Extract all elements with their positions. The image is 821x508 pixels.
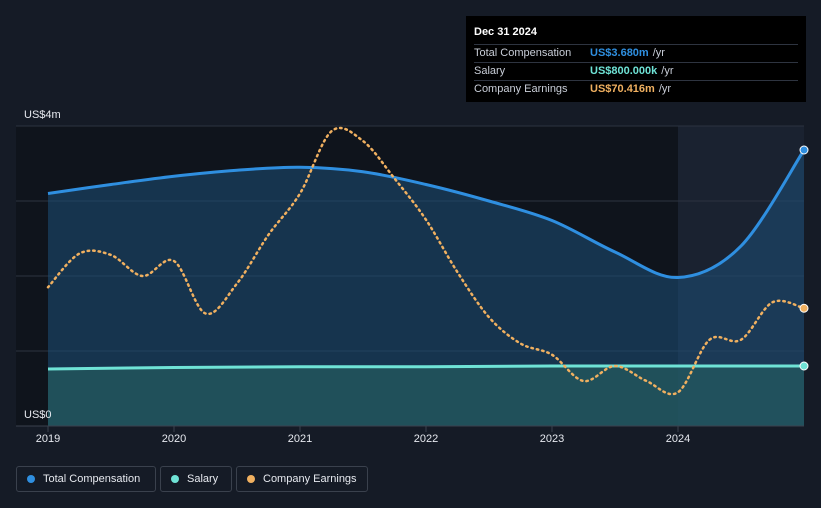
salary-endpoint	[799, 361, 809, 371]
tooltip-row-salary: Salary US$800.000k /yr	[474, 62, 798, 80]
x-tick-label: 2019	[36, 433, 60, 445]
x-tick-label: 2021	[288, 433, 312, 445]
salary-line	[47, 364, 804, 371]
tooltip-unit-total: /yr	[652, 47, 665, 59]
tooltip-value-total: US$3.680m	[590, 47, 649, 59]
tooltip-label-salary: Salary	[474, 65, 506, 77]
tooltip-panel: Dec 31 2024 Total Compensation US$3.680m…	[466, 16, 806, 102]
y-tick-label: US$0	[24, 409, 52, 421]
tooltip-date: Dec 31 2024	[474, 26, 537, 38]
company-earnings-endpoint	[799, 303, 809, 313]
legend-label: Salary	[187, 473, 219, 485]
legend-dot-icon	[27, 475, 35, 483]
y-tick-label: US$4m	[24, 109, 61, 121]
legend-item-company-earnings[interactable]: Company Earnings	[236, 466, 368, 492]
tooltip-label-earnings: Company Earnings	[474, 83, 568, 95]
tooltip-row-total: Total Compensation US$3.680m /yr	[474, 44, 798, 62]
tooltip-label-total: Total Compensation	[474, 47, 572, 59]
tooltip-value-earnings: US$70.416m	[590, 83, 655, 95]
salary-area	[48, 365, 804, 426]
legend-dot-icon	[247, 475, 255, 483]
legend-item-salary[interactable]: Salary	[160, 466, 232, 492]
tooltip-row-earnings: Company Earnings US$70.416m /yr	[474, 80, 798, 98]
x-tick-label: 2023	[540, 433, 564, 445]
tooltip-unit-earnings: /yr	[658, 83, 672, 95]
total-compensation-area	[48, 150, 804, 426]
legend-label: Total Compensation	[43, 473, 141, 485]
tooltip-value-salary: US$800.000k	[590, 65, 658, 77]
legend-item-total-compensation[interactable]: Total Compensation	[16, 466, 156, 492]
total-compensation-endpoint	[799, 145, 809, 155]
total-compensation-line	[47, 149, 806, 280]
company-earnings-line	[46, 126, 806, 396]
x-tick-label: 2024	[666, 433, 690, 445]
legend-dot-icon	[171, 475, 179, 483]
chart-legend: Total Compensation Salary Company Earnin…	[16, 466, 368, 492]
x-tick-label: 2022	[414, 433, 438, 445]
tooltip-unit-salary: /yr	[661, 65, 674, 77]
x-tick-label: 2020	[162, 433, 186, 445]
legend-label: Company Earnings	[263, 473, 357, 485]
